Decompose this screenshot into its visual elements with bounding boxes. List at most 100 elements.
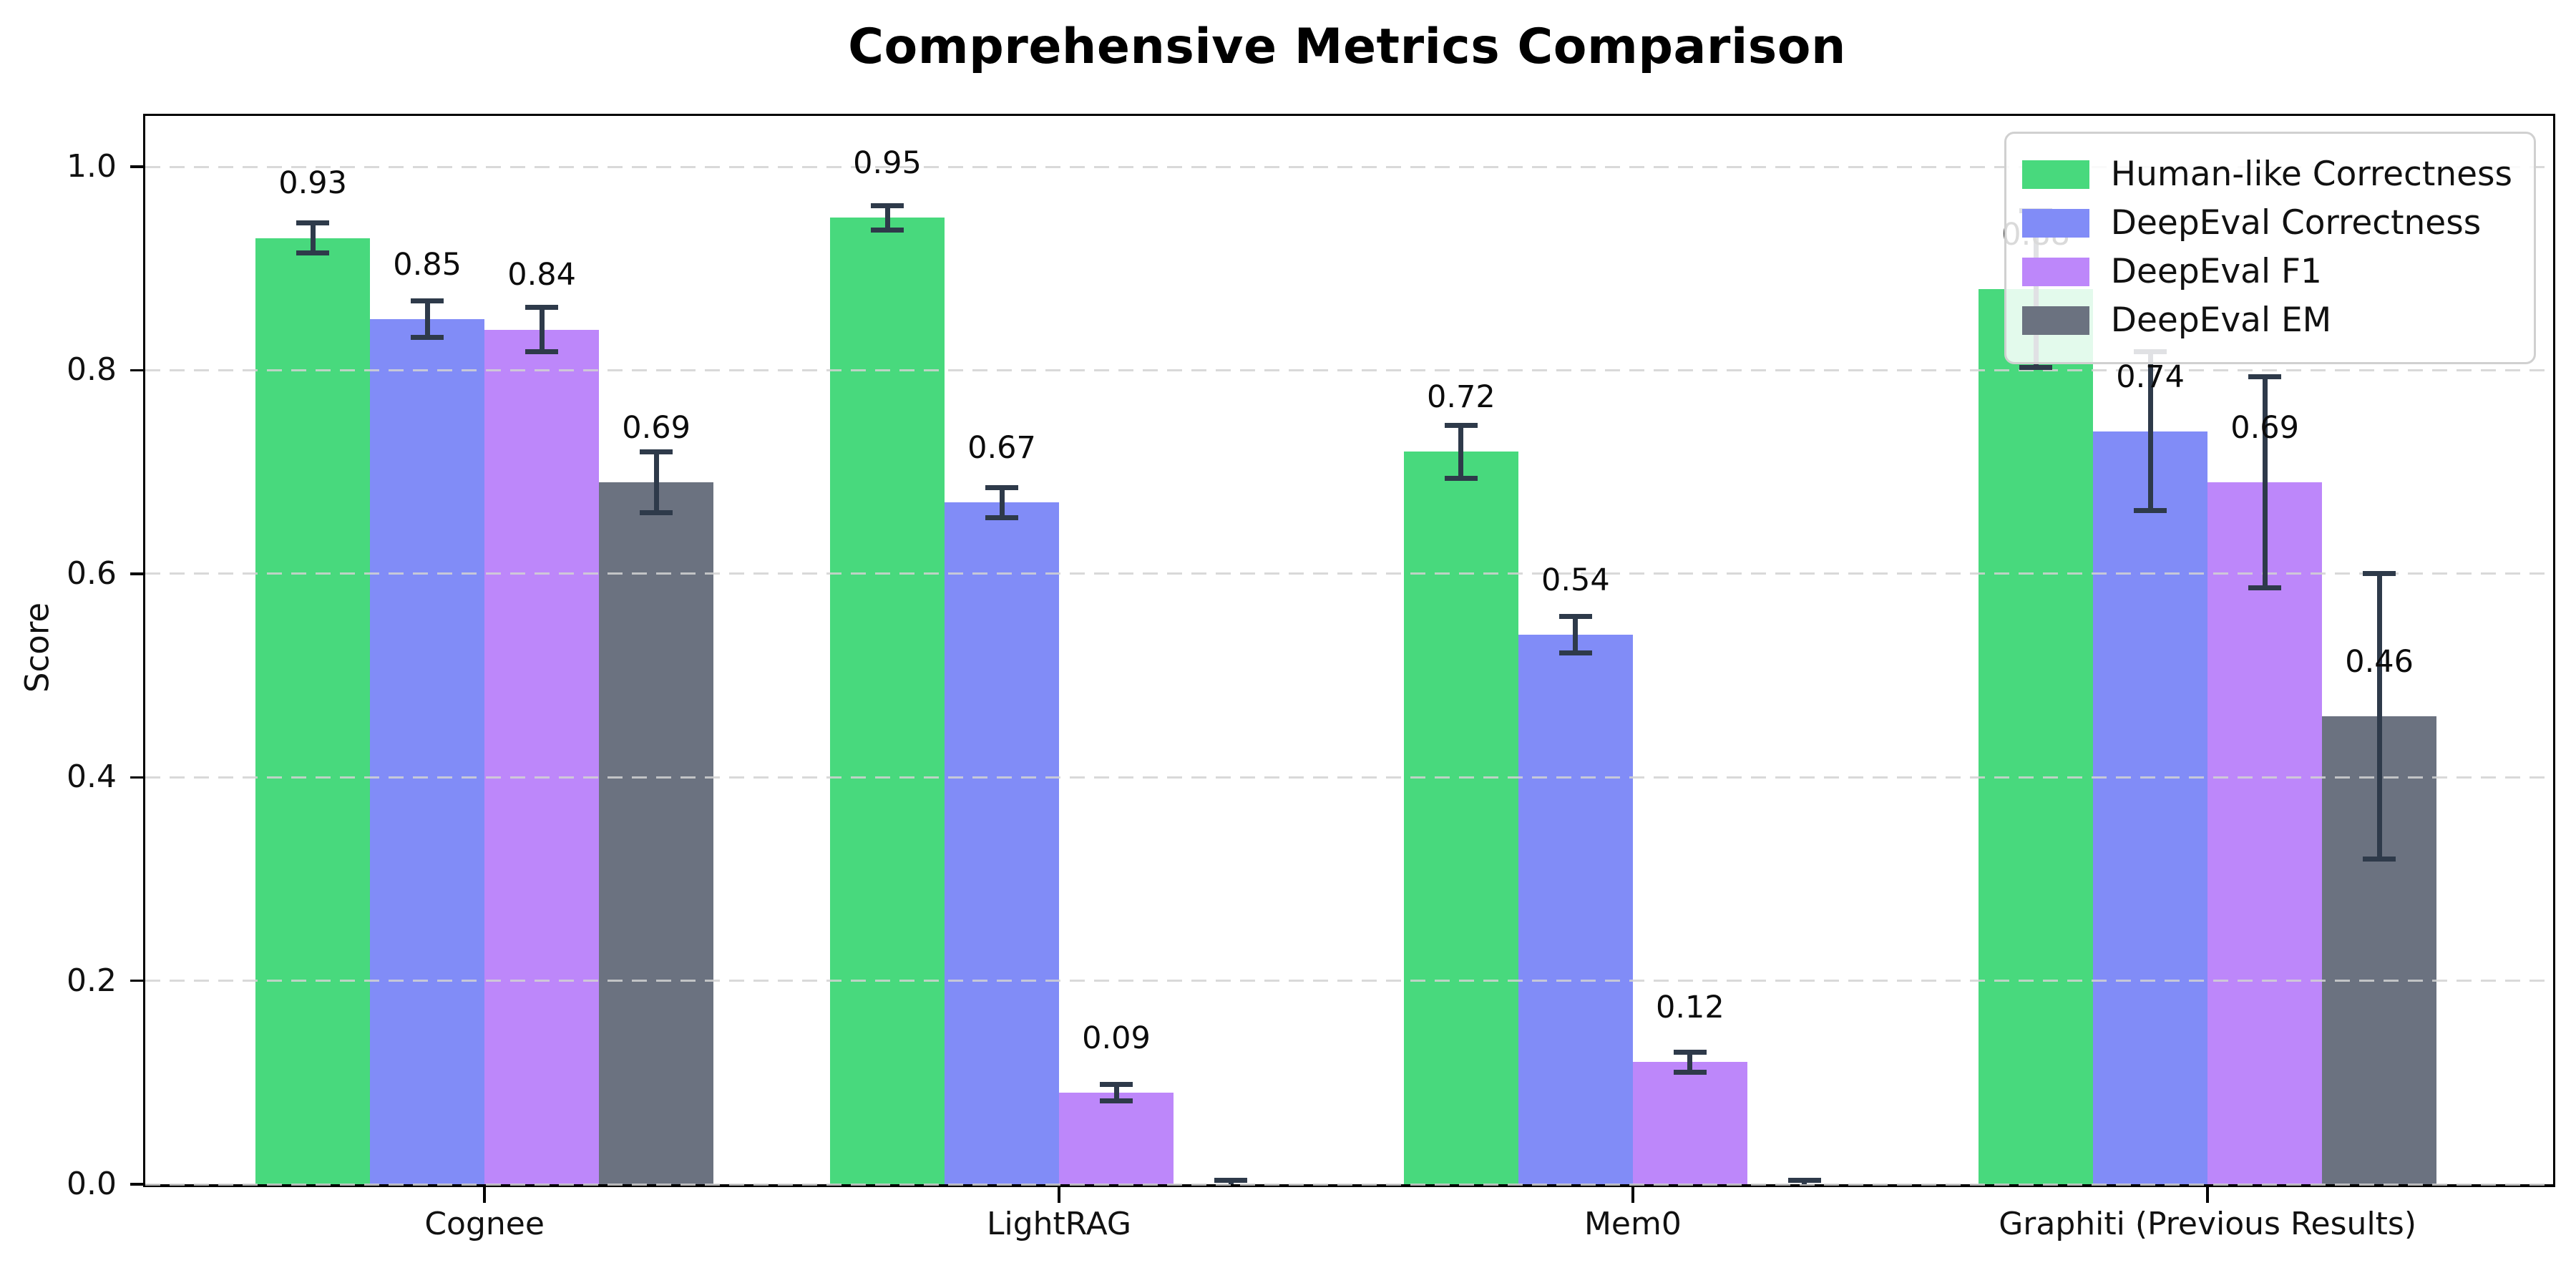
value-label: 0.95 — [853, 145, 922, 182]
error-bar — [424, 301, 430, 338]
error-bar-cap — [525, 304, 559, 310]
error-bar-cap — [1100, 1098, 1133, 1103]
error-bar — [653, 452, 659, 513]
x-tick-label: LightRAG — [987, 1206, 1132, 1242]
value-label: 0.09 — [1082, 1020, 1151, 1056]
error-bar-cap — [411, 335, 444, 341]
x-tick-mark — [2206, 1187, 2209, 1203]
gridline — [145, 1183, 2553, 1186]
error-bar-cap — [640, 449, 673, 454]
error-bar-cap — [1787, 1177, 1821, 1183]
y-tick-label: 1.0 — [67, 148, 117, 185]
bar — [599, 482, 714, 1184]
error-bar — [999, 487, 1005, 518]
y-tick-label: 0.2 — [67, 962, 117, 999]
x-tick-mark — [1058, 1187, 1060, 1203]
bar — [2093, 431, 2208, 1184]
error-bar-cap — [2019, 364, 2053, 370]
error-bar — [2262, 376, 2268, 588]
y-tick-label: 0.6 — [67, 555, 117, 592]
chart-title: Comprehensive Metrics Comparison — [848, 19, 1846, 75]
legend-row: Human-like Correctness — [2021, 155, 2512, 194]
plot-area: Human-like Correctness DeepEval Correctne… — [67, 114, 2555, 1242]
error-bar — [1458, 425, 1464, 479]
bar — [255, 238, 371, 1184]
legend: Human-like Correctness DeepEval Correctne… — [2004, 132, 2536, 364]
error-bar — [884, 205, 890, 230]
legend-label: DeepEval EM — [2110, 301, 2332, 340]
error-bar — [2376, 573, 2382, 859]
gridline — [145, 369, 2553, 371]
legend-swatch-icon — [2021, 160, 2089, 189]
legend-label: DeepEval F1 — [2110, 252, 2322, 291]
value-label: 0.46 — [2345, 643, 2414, 680]
value-label: 0.74 — [2116, 358, 2185, 395]
error-bar-cap — [1558, 650, 1592, 656]
y-tick-label: 0.8 — [67, 351, 117, 389]
error-bar-cap — [525, 349, 559, 355]
y-tick-mark — [130, 572, 143, 575]
bar — [1632, 1062, 1747, 1184]
bar — [1403, 452, 1518, 1184]
y-tick-mark — [130, 165, 143, 168]
error-bar-cap — [411, 298, 444, 304]
error-bar-cap — [2134, 508, 2167, 514]
y-tick-label: 0.0 — [67, 1166, 117, 1202]
x-tick-label: Mem0 — [1584, 1206, 1682, 1242]
error-bar — [1573, 616, 1579, 653]
error-bar — [2147, 351, 2153, 511]
legend-row: DeepEval F1 — [2021, 252, 2512, 291]
legend-label: DeepEval Correctness — [2110, 203, 2482, 243]
error-bar — [310, 223, 316, 253]
error-bar-cap — [1673, 1070, 1707, 1075]
gridline — [145, 776, 2553, 779]
error-bar — [1687, 1052, 1693, 1073]
value-label: 0.54 — [1541, 562, 1610, 598]
value-label: 0.67 — [967, 430, 1036, 467]
error-bar — [1113, 1084, 1119, 1101]
x-tick-mark — [1631, 1187, 1634, 1203]
value-label: 0.85 — [393, 247, 462, 283]
error-bar-cap — [1444, 422, 1478, 428]
bar — [2207, 482, 2323, 1184]
gridline — [145, 572, 2553, 575]
y-tick-label: 0.4 — [67, 758, 117, 796]
error-bar-cap — [2248, 374, 2282, 379]
error-bar-cap — [296, 220, 330, 225]
legend-swatch-icon — [2021, 306, 2089, 335]
value-label: 0.69 — [622, 409, 691, 446]
x-tick-mark — [483, 1187, 486, 1203]
error-bar-cap — [2363, 571, 2396, 577]
error-bar-cap — [640, 510, 673, 516]
y-tick-mark — [130, 776, 143, 779]
value-label: 0.93 — [278, 165, 347, 202]
y-tick-mark — [130, 979, 143, 982]
legend-row: DeepEval Correctness — [2021, 203, 2512, 243]
value-label: 0.84 — [507, 257, 576, 293]
legend-swatch-icon — [2021, 257, 2089, 286]
bar — [945, 502, 1059, 1184]
value-label: 0.72 — [1427, 379, 1496, 416]
value-label: 0.12 — [1656, 990, 1724, 1026]
error-bar-cap — [1100, 1082, 1133, 1088]
error-bar-cap — [985, 484, 1018, 490]
bar — [830, 218, 945, 1184]
error-bar-cap — [1444, 475, 1478, 481]
bar — [370, 319, 485, 1184]
error-bar-cap — [1558, 614, 1592, 620]
bar — [1059, 1093, 1174, 1184]
y-axis-label: Score — [18, 602, 57, 693]
x-tick-label: Cognee — [424, 1206, 545, 1242]
error-bar-cap — [2363, 856, 2396, 862]
legend-swatch-icon — [2021, 208, 2089, 238]
gridline — [145, 165, 2553, 168]
legend-row: DeepEval EM — [2021, 301, 2512, 340]
gridline — [145, 980, 2553, 982]
error-bar-cap — [296, 250, 330, 256]
error-bar-cap — [1673, 1049, 1707, 1055]
y-tick-mark — [130, 369, 143, 372]
x-tick-label: Graphiti (Previous Results) — [1999, 1206, 2417, 1242]
bar — [1979, 288, 2094, 1184]
error-bar-cap — [1214, 1177, 1248, 1183]
